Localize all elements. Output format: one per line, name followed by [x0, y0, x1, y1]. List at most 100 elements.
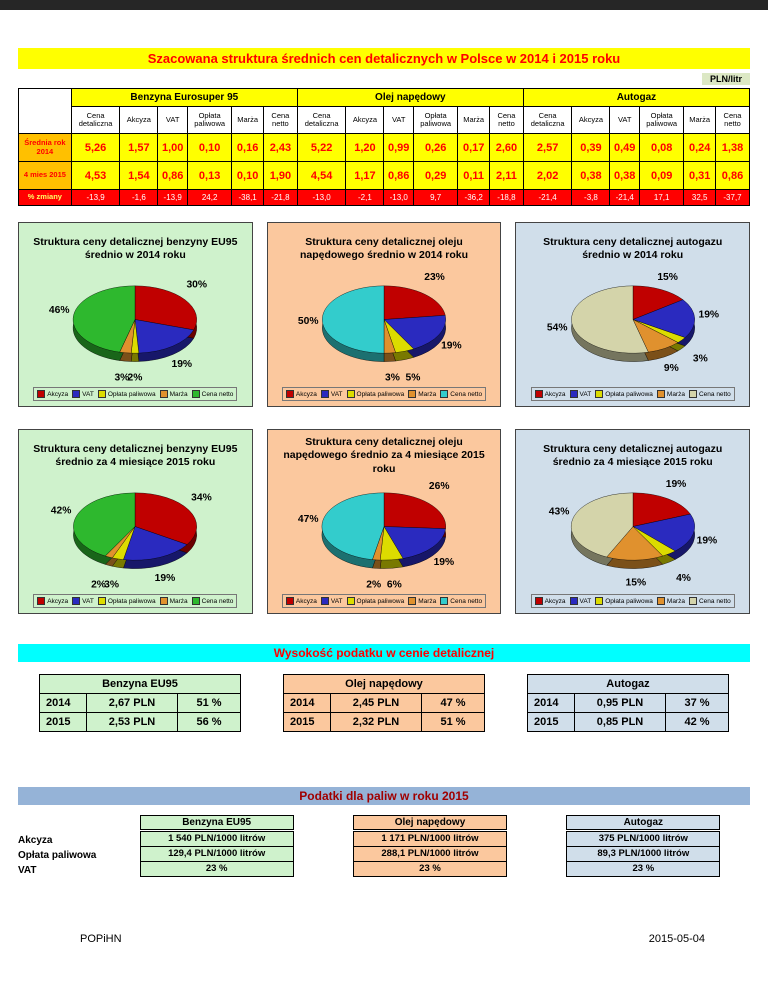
price-table-row-label: % zmiany — [18, 189, 72, 206]
legend-swatch-icon — [159, 597, 168, 605]
tax-table-cell: 2,67 PLN — [86, 693, 178, 713]
tax-table-cell: 0,85 PLN — [574, 712, 666, 732]
price-table-cell: 5,22 — [296, 133, 347, 162]
legend-item: Akcyza — [285, 390, 317, 398]
tax-row-label: VAT — [18, 865, 37, 876]
price-table-cell: -21,8 — [262, 189, 298, 206]
pie-legend: Akcyza VAT Opłata paliwowa Marża Cena netto — [281, 594, 487, 608]
pie-slice — [123, 526, 188, 561]
legend-item: VAT — [569, 597, 591, 605]
price-table-cell: -37,7 — [715, 189, 750, 206]
tax-table-title: Benzyna EU95 — [39, 674, 241, 694]
tax-table-col: Autogaz 2014 0,95 PLN 37 % 2015 0,85 PLN 42 % — [506, 674, 750, 732]
pie-label: 43% — [548, 506, 569, 517]
tax-table-cell: 56 % — [177, 712, 241, 732]
pie-chart-panel: Struktura ceny detalicznej oleju napędow… — [266, 429, 502, 614]
top-bar — [0, 0, 768, 10]
legend-label: Opłata paliwowa — [356, 390, 405, 398]
legend-swatch-icon — [97, 390, 106, 398]
tax-table: Olej napędowy 2014 2,45 PLN 47 % 2015 2,32 PL… — [283, 674, 485, 732]
legend-item: Marża — [656, 597, 685, 605]
tax-table-cell: 37 % — [665, 693, 729, 713]
price-table-cell: -2,1 — [345, 189, 385, 206]
legend-item: Akcyza — [37, 597, 68, 605]
pie-label: 19% — [434, 557, 455, 568]
fuel-box-values: 375 PLN/1000 litrów 89,3 PLN/1000 litrów 2… — [566, 831, 721, 877]
price-table-cell: 0,86 — [715, 161, 750, 190]
price-table-cell: 2,57 — [522, 133, 573, 162]
tax-table-title: Olej napędowy — [283, 674, 485, 694]
legend-swatch-icon — [440, 597, 449, 605]
price-table-cell: 1,20 — [345, 133, 385, 162]
pie-chart: 15% 19% 3% 9% 54% — [547, 272, 719, 374]
legend-item: Marża — [656, 390, 685, 398]
legend-swatch-icon — [285, 597, 294, 605]
price-table-col-header: Akcyza — [119, 106, 159, 134]
fuel-box-title: Benzyna EU95 — [139, 815, 294, 830]
pie-legend: Akcyza VAT Opłata paliwowa Marża Cena netto — [281, 387, 487, 401]
pie-slice — [322, 285, 385, 354]
legend-item: Cena netto — [191, 390, 234, 398]
report-page: Szacowana struktura średnich cen detalic… — [0, 48, 768, 945]
legend-swatch-icon — [97, 597, 106, 605]
pie-label: 2% — [128, 372, 143, 383]
legend-swatch-icon — [346, 390, 355, 398]
row-labels: Akcyza Opłata paliwowa VAT — [18, 815, 110, 878]
tax-table-cell: 2015 — [527, 712, 575, 732]
charts-row-1: Struktura ceny detalicznej benzyny EU95 … — [18, 222, 751, 407]
fuel-box-value: 89,3 PLN/1000 litrów — [567, 846, 720, 861]
tax-table: Autogaz 2014 0,95 PLN 37 % 2015 0,85 PLN 42 % — [527, 674, 729, 732]
pie-label: 30% — [187, 280, 208, 291]
pie-chart-title: Struktura ceny detalicznej oleju napędow… — [299, 235, 469, 261]
price-table-cell: 0,49 — [609, 133, 640, 162]
legend-item: Marża — [408, 390, 436, 398]
legend-label: Akcyza — [544, 597, 566, 605]
fuel-box-value: 129,4 PLN/1000 litrów — [140, 846, 293, 861]
price-table-cell: 4,53 — [70, 161, 121, 190]
legend-label: Marża — [666, 597, 685, 605]
pie-label: 19% — [665, 479, 686, 490]
legend-swatch-icon — [569, 390, 578, 398]
fuel-box-values: 1 171 PLN/1000 litrów 288,1 PLN/1000 litr… — [352, 831, 507, 877]
price-table-col-header: Marża — [683, 106, 717, 134]
pie-label: 4% — [676, 573, 691, 584]
legend-swatch-icon — [320, 390, 329, 398]
pie-chart-title: Struktura ceny detalicznej autogazu śred… — [543, 235, 723, 261]
legend-label: Cena netto — [201, 390, 234, 398]
tax-table-cell: 2015 — [283, 712, 331, 732]
pie-chart: 23% 19% 5% 3% 50% — [298, 272, 462, 383]
legend-item: VAT — [72, 390, 94, 398]
price-table-cell: 0,08 — [638, 133, 685, 162]
pie-chart: 30% 19% 2%3% 46% — [49, 280, 208, 384]
legend-label: Cena netto — [201, 597, 234, 605]
price-table-cell: 24,2 — [186, 189, 233, 206]
tax-table-title: Autogaz — [527, 674, 729, 694]
price-table-cell: 2,43 — [262, 133, 298, 162]
tax-table-col: Benzyna EU95 2014 2,67 PLN 51 % 2015 2,53 PLN… — [18, 674, 262, 732]
price-table-cell: -36,2 — [457, 189, 490, 206]
legend-item: Marża — [408, 597, 436, 605]
legend-item: Cena netto — [688, 597, 731, 605]
pie-legend: Akcyza VAT Opłata paliwowa Marża Cena netto — [530, 594, 735, 608]
pie-slice — [632, 492, 691, 527]
pie-label: 3% — [115, 372, 130, 383]
legend-item: VAT — [320, 597, 343, 605]
price-table-corner — [18, 88, 72, 134]
tax-table-cell: 2,45 PLN — [330, 693, 422, 713]
legend-label: Opłata paliwowa — [107, 597, 156, 605]
legend-swatch-icon — [688, 597, 697, 605]
price-table-col-header: Cena detaliczna — [296, 106, 347, 134]
price-table-cell: 0,31 — [683, 161, 717, 190]
legend-swatch-icon — [534, 597, 543, 605]
price-table-cell: 17,1 — [638, 189, 685, 206]
price-table-col-header: Cena netto — [715, 106, 750, 134]
pie-chart: 26% 19% 6% 2% 47% — [298, 481, 455, 590]
price-table-cell: -1,6 — [119, 189, 159, 206]
legend-swatch-icon — [37, 390, 46, 398]
pie-slice — [383, 285, 446, 320]
price-table-cell: 0,09 — [638, 161, 685, 190]
price-table-cell: -18,8 — [489, 189, 524, 206]
price-table-cell: 1,90 — [262, 161, 298, 190]
pie-chart-panel: Struktura ceny detalicznej oleju napędow… — [266, 222, 502, 407]
page-title: Szacowana struktura średnich cen detalic… — [18, 48, 750, 69]
